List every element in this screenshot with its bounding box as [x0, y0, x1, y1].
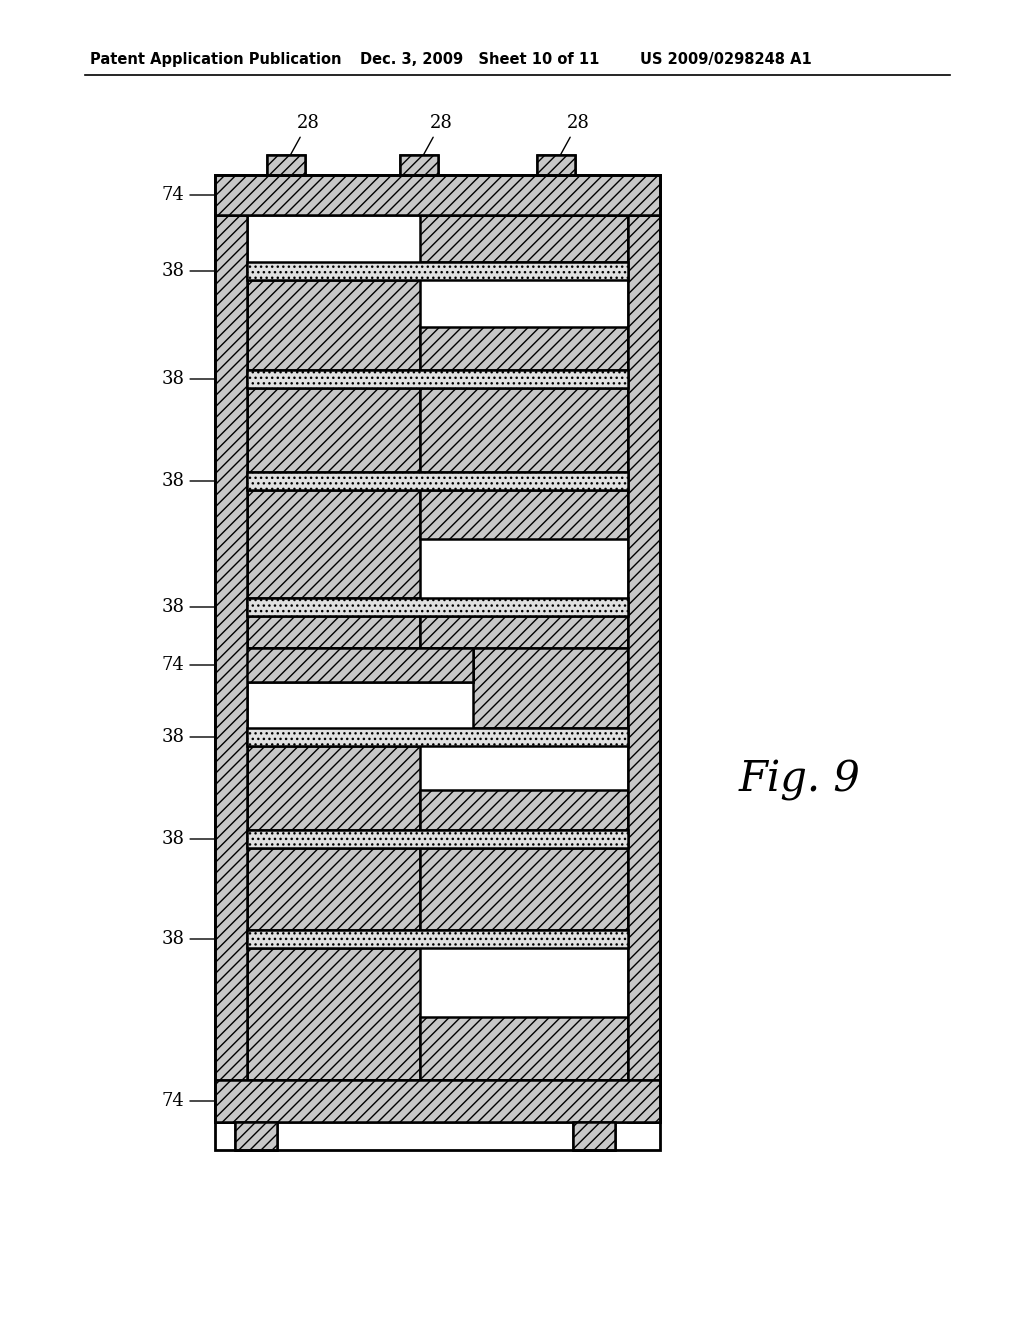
Bar [234, 1122, 278, 1150]
Bar [421, 1016, 628, 1080]
Bar [247, 616, 421, 648]
Text: 38: 38 [162, 830, 254, 847]
Text: Patent Application Publication: Patent Application Publication [90, 51, 341, 67]
Text: Fig. 9: Fig. 9 [739, 759, 861, 801]
Bar [421, 789, 628, 830]
Bar [537, 154, 575, 176]
Bar [573, 1122, 615, 1150]
Bar [215, 648, 473, 682]
Bar [247, 370, 628, 388]
Bar [247, 729, 628, 746]
Bar [573, 1122, 615, 1150]
Bar [215, 1080, 660, 1122]
Text: 74: 74 [162, 186, 228, 205]
Bar [247, 746, 421, 830]
Bar [628, 215, 660, 1122]
Bar [421, 847, 628, 931]
Bar [215, 176, 660, 1150]
Text: 38: 38 [162, 729, 254, 746]
Bar [267, 154, 305, 176]
Text: 38: 38 [162, 261, 254, 280]
Bar [247, 490, 421, 598]
Bar [400, 154, 438, 176]
Bar [628, 215, 660, 1122]
Bar [215, 176, 660, 215]
Text: 38: 38 [162, 931, 254, 948]
Bar [473, 648, 628, 729]
Text: 28: 28 [557, 114, 590, 161]
Bar [421, 327, 628, 370]
Text: 74: 74 [162, 1092, 228, 1110]
Bar [215, 215, 247, 1122]
Bar [400, 154, 438, 176]
Bar [215, 176, 660, 215]
Text: 38: 38 [162, 370, 254, 388]
Bar [215, 648, 473, 682]
Text: 38: 38 [162, 598, 254, 616]
Bar [247, 215, 628, 1080]
Text: 28: 28 [288, 114, 319, 161]
Text: 28: 28 [420, 114, 453, 161]
Bar [247, 830, 628, 847]
Bar [421, 490, 628, 539]
Bar [215, 1080, 660, 1122]
Bar [215, 215, 247, 1122]
Text: 74: 74 [162, 656, 228, 675]
Bar [421, 388, 628, 473]
Bar [537, 154, 575, 176]
Text: Dec. 3, 2009   Sheet 10 of 11: Dec. 3, 2009 Sheet 10 of 11 [360, 51, 599, 67]
Bar [247, 473, 628, 490]
Bar [421, 215, 628, 261]
Bar [247, 931, 628, 948]
Bar [247, 280, 421, 370]
Bar [421, 616, 628, 648]
Bar [234, 1122, 278, 1150]
Bar [247, 598, 628, 616]
Text: 38: 38 [162, 473, 254, 490]
Bar [247, 261, 628, 280]
Bar [247, 388, 421, 473]
Bar [247, 847, 421, 931]
Bar [247, 948, 421, 1080]
Bar [267, 154, 305, 176]
Text: US 2009/0298248 A1: US 2009/0298248 A1 [640, 51, 812, 67]
